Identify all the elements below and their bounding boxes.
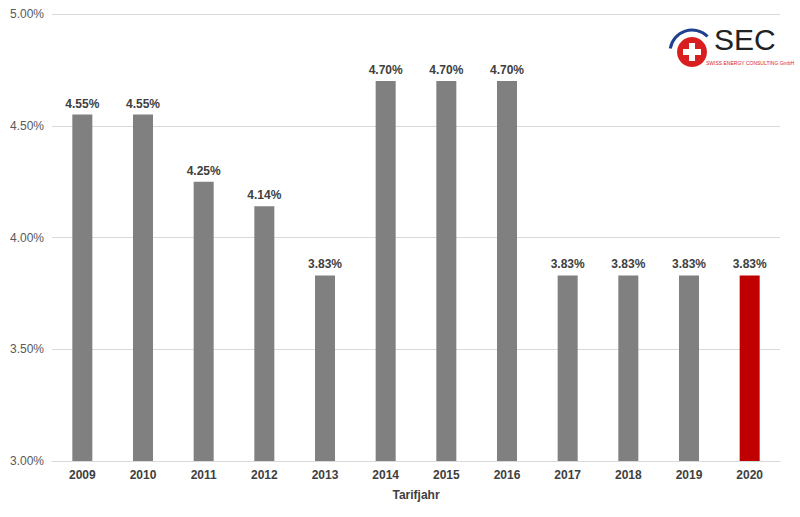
svg-text:2012: 2012 (251, 468, 278, 482)
svg-text:2009: 2009 (69, 468, 96, 482)
svg-text:2011: 2011 (191, 468, 217, 482)
svg-text:2017: 2017 (554, 468, 581, 482)
svg-text:4.25%: 4.25% (187, 164, 221, 178)
svg-text:Tarifjahr: Tarifjahr (392, 488, 439, 502)
svg-text:2010: 2010 (130, 468, 157, 482)
svg-text:5.00%: 5.00% (10, 7, 44, 21)
svg-text:2016: 2016 (494, 468, 521, 482)
svg-text:4.00%: 4.00% (10, 231, 44, 245)
svg-text:2020: 2020 (736, 468, 763, 482)
svg-text:4.14%: 4.14% (247, 188, 281, 202)
svg-text:3.83%: 3.83% (551, 257, 585, 271)
svg-text:4.70%: 4.70% (369, 63, 403, 77)
svg-text:2013: 2013 (312, 468, 339, 482)
svg-text:4.55%: 4.55% (126, 97, 160, 111)
svg-text:SEC: SEC (714, 23, 776, 56)
svg-text:SWISS ENERGY CONSULTING GmbH: SWISS ENERGY CONSULTING GmbH (706, 60, 795, 66)
svg-text:3.83%: 3.83% (672, 257, 706, 271)
svg-text:2014: 2014 (372, 468, 399, 482)
svg-text:3.00%: 3.00% (10, 454, 44, 468)
svg-text:4.70%: 4.70% (490, 63, 524, 77)
svg-text:3.83%: 3.83% (611, 257, 645, 271)
svg-text:4.50%: 4.50% (10, 119, 44, 133)
svg-text:3.83%: 3.83% (308, 257, 342, 271)
svg-text:2019: 2019 (676, 468, 703, 482)
svg-text:3.50%: 3.50% (10, 342, 44, 356)
svg-text:4.55%: 4.55% (65, 97, 99, 111)
svg-text:4.70%: 4.70% (429, 63, 463, 77)
svg-text:2015: 2015 (433, 468, 460, 482)
svg-text:2018: 2018 (615, 468, 642, 482)
svg-text:3.83%: 3.83% (733, 257, 767, 271)
